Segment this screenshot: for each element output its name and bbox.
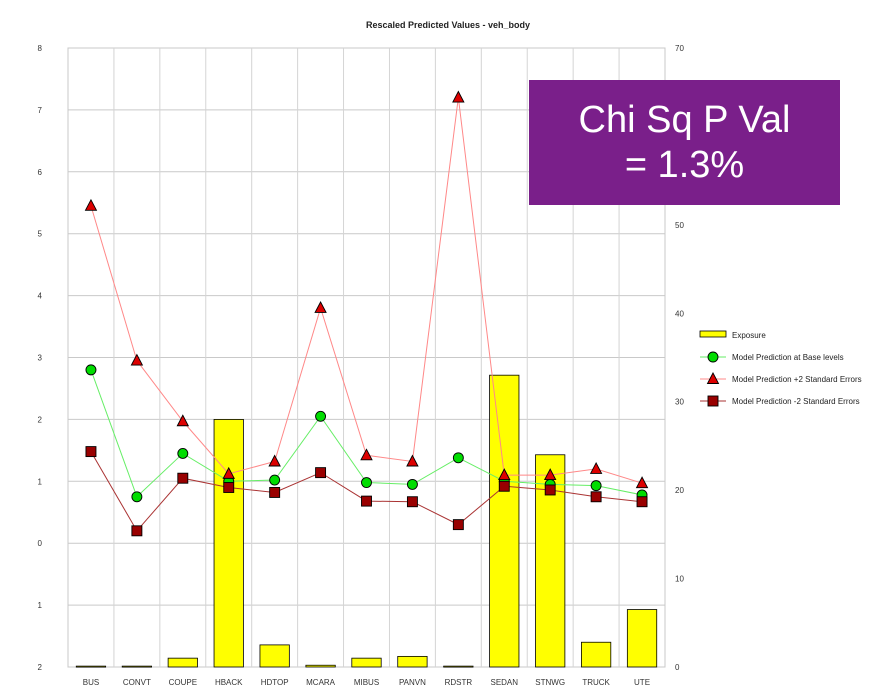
exposure-bar: [626, 609, 658, 668]
legend-marker: [706, 372, 720, 384]
category-label: BUS: [83, 678, 99, 687]
series-point: [84, 198, 98, 211]
exposure-bar: [259, 644, 290, 668]
series-point: [269, 486, 281, 498]
series-point: [85, 364, 97, 376]
series-point: [498, 480, 510, 492]
series-point: [452, 90, 465, 103]
series-point: [452, 452, 464, 464]
series-point: [452, 519, 464, 531]
series-point: [85, 446, 97, 458]
series-point: [131, 491, 143, 503]
exposure-bar: [167, 657, 198, 668]
right-tick-label: 50: [675, 221, 684, 230]
left-tick-label: 7: [38, 106, 43, 115]
right-tick-label: 30: [675, 398, 684, 407]
chi-square-callout: Chi Sq P Val = 1.3%: [529, 80, 840, 205]
category-label: CONVT: [123, 678, 151, 687]
series-point: [406, 478, 418, 490]
legend-layer: Exposure Model Prediction at Base levels M…: [699, 330, 862, 407]
category-label: STNWG: [535, 678, 565, 687]
category-label: PANVN: [399, 678, 426, 687]
category-label: RDSTR: [445, 678, 473, 687]
right-tick-label: 70: [675, 44, 684, 53]
series-point: [360, 448, 373, 461]
category-label: UTE: [634, 678, 650, 687]
right-tick-label: 40: [675, 309, 684, 318]
series-point: [361, 495, 372, 507]
category-label: COUPE: [169, 678, 197, 687]
left-tick-label: 3: [38, 354, 43, 363]
exposure-bar: [351, 657, 382, 668]
left-tick-label: 8: [38, 44, 43, 53]
legend-label: Model Prediction at Base levels: [732, 353, 844, 362]
left-tick-label: 5: [38, 230, 43, 239]
series-point: [498, 468, 511, 481]
series-point: [222, 466, 235, 479]
series-point: [315, 410, 327, 422]
series-point: [361, 477, 372, 488]
left-tick-label: 1: [38, 477, 43, 486]
marker-layer: [84, 90, 649, 537]
series-point: [635, 476, 649, 489]
legend-label: Exposure: [732, 331, 766, 340]
category-label: MCARA: [306, 678, 336, 687]
series-point: [589, 461, 603, 474]
series-point: [314, 301, 327, 313]
series-point: [269, 474, 281, 486]
category-label: SEDAN: [490, 678, 518, 687]
legend-label: Model Prediction -2 Standard Errors: [732, 397, 860, 406]
series-point: [543, 468, 557, 481]
series-point: [590, 480, 602, 492]
right-tick-label: 0: [675, 663, 680, 672]
series-point: [177, 472, 189, 484]
category-label: TRUCK: [582, 678, 610, 687]
left-tick-label: 6: [38, 168, 43, 177]
series-point: [590, 491, 602, 503]
left-tick-label: 2: [38, 415, 43, 424]
chart-title: Rescaled Predicted Values - veh_body: [366, 20, 530, 30]
left-tick-label: 1: [38, 601, 43, 610]
right-tick-label: 20: [675, 486, 684, 495]
series-point: [406, 496, 418, 508]
legend-label: Model Prediction +2 Standard Errors: [732, 375, 862, 384]
left-tick-label: 0: [38, 539, 43, 548]
right-tick-label: 10: [675, 575, 684, 584]
series-point: [223, 482, 235, 493]
exposure-bar: [489, 374, 520, 668]
series-point: [176, 414, 190, 427]
left-tick-label: 2: [38, 663, 43, 672]
series-point: [406, 454, 419, 467]
legend-marker: [707, 351, 719, 363]
exposure-bar: [581, 641, 612, 668]
exposure-bar: [75, 665, 107, 668]
exposure-bar: [305, 664, 336, 668]
exposure-bar: [121, 665, 152, 668]
series-point: [268, 454, 281, 467]
series-point: [177, 447, 189, 459]
exposure-bar: [397, 655, 428, 668]
series-point: [315, 467, 327, 479]
exposure-bar: [443, 665, 474, 668]
left-tick-label: 4: [38, 292, 43, 301]
series-point: [636, 496, 648, 508]
series-point: [544, 484, 556, 496]
category-label: HDTOP: [261, 678, 289, 687]
series-point: [131, 525, 143, 537]
category-label: HBACK: [215, 678, 243, 687]
axis-layer: 87654321012706050403020100BUSCONVTCOUPEH…: [38, 44, 685, 687]
category-label: MIBUS: [354, 678, 379, 687]
exposure-bar: [213, 418, 244, 668]
callout-line-1: Chi Sq P Val: [578, 98, 791, 141]
legend-swatch: [699, 330, 727, 338]
legend-marker: [707, 395, 719, 407]
callout-line-2: = 1.3%: [624, 143, 745, 186]
series-point: [130, 353, 144, 366]
